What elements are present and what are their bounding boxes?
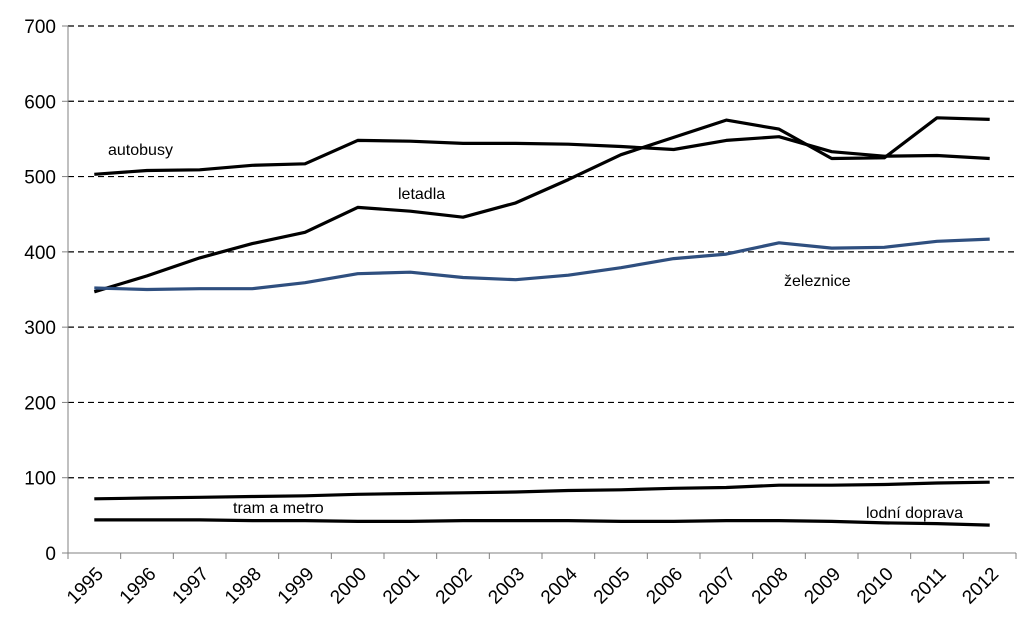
series-line-0: [94, 135, 990, 176]
series-label-0: autobusy: [108, 142, 173, 159]
x-tick-label: 2008: [748, 564, 793, 609]
x-tick-label: 2011: [907, 564, 951, 608]
series-lines: [93, 116, 990, 527]
y-tick-label: 600: [24, 92, 56, 113]
series-line-4: [94, 518, 990, 527]
series-label-1: letadla: [398, 186, 445, 203]
y-tick-label: 100: [24, 469, 56, 490]
x-tick-label: 2007: [695, 564, 740, 609]
gridlines: [68, 25, 1016, 479]
series-label-3: tram a metro: [233, 500, 324, 517]
x-tick-label: 2005: [590, 564, 635, 609]
y-axis-tick-labels: 0 100 200 300 400 500 600 700: [24, 17, 56, 565]
y-tick-label: 700: [24, 17, 56, 38]
y-tick-label: 400: [24, 243, 56, 264]
x-tick-label: 1996: [116, 564, 161, 609]
x-tick-label: 1995: [63, 564, 108, 609]
x-tick-label: 1999: [274, 564, 319, 609]
x-tick-label: 2001: [379, 564, 424, 609]
y-tick-label: 0: [45, 544, 56, 565]
x-tick-label: 2002: [432, 564, 477, 609]
x-tick-label: 2006: [642, 564, 687, 609]
series-label-2: železnice: [784, 273, 851, 290]
x-tick-label: 1997: [168, 564, 213, 609]
series-labels: autobusy letadla železnice tram a metro lodn…: [108, 142, 963, 522]
series-line-2: [94, 237, 990, 292]
series-line-1: [93, 116, 990, 294]
y-tick-label: 300: [24, 318, 56, 339]
x-tick-label: 2012: [958, 564, 1003, 609]
y-tick-label: 500: [24, 168, 56, 189]
x-axis-tick-labels: 1995 1996 1997 1998 1999 2000 2001 2002 2003 2004…: [63, 563, 1003, 608]
axes: [62, 25, 1017, 559]
x-tick-label: 2009: [800, 564, 845, 609]
series-label-4: lodní doprava: [866, 505, 963, 522]
x-tick-label: 2004: [537, 563, 582, 608]
x-tick-label: 1998: [221, 564, 266, 609]
y-tick-label: 200: [24, 393, 56, 414]
series-line-3: [94, 480, 990, 501]
x-tick-label: 2003: [484, 564, 529, 609]
x-tick-label: 2000: [326, 564, 371, 609]
x-tick-label: 2010: [853, 564, 898, 609]
